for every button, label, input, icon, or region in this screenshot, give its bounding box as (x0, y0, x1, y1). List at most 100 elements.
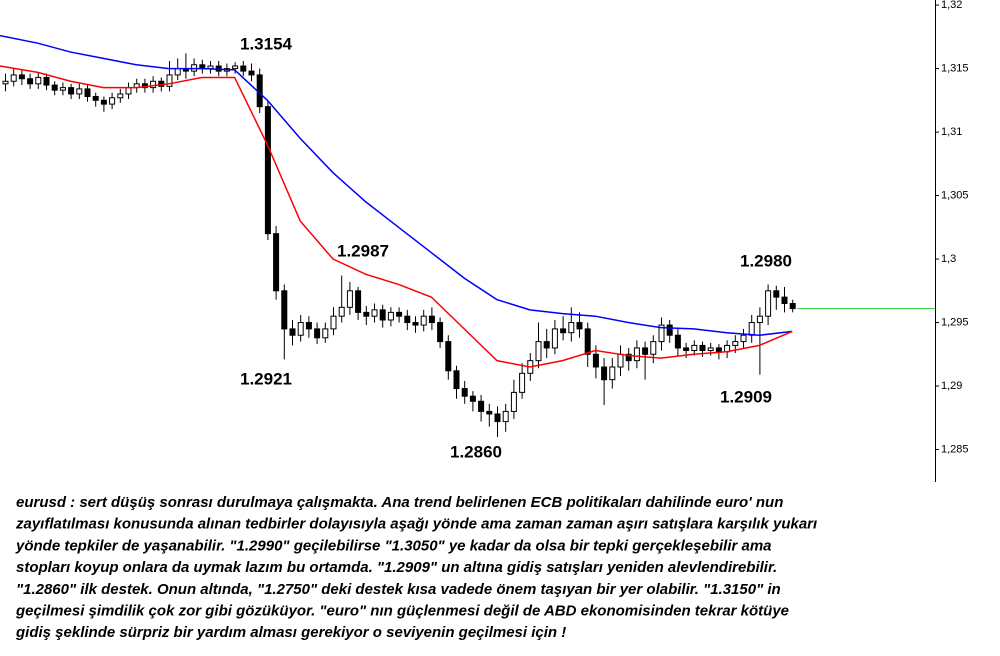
candle-body (404, 315, 411, 324)
candle-body (740, 334, 747, 343)
candle-body (789, 302, 796, 310)
candle-body (674, 334, 681, 349)
y-tick-label: 1,3 (941, 253, 956, 265)
candle-body (781, 296, 788, 304)
candle-body (748, 322, 755, 336)
candle-body (76, 88, 83, 95)
y-tick-label: 1,315 (941, 62, 969, 74)
commentary-line: yönde tepkiler de yaşanabilir. "1.2990" … (15, 537, 772, 554)
candle-body (289, 328, 296, 336)
commentary-line: "1.2860" ilk destek. Onun altında, "1.27… (16, 581, 781, 598)
candle-body (240, 65, 247, 72)
candle-body (715, 347, 722, 353)
candle-body (428, 315, 435, 324)
candle-body (322, 328, 329, 339)
annotation: 1.2987 (337, 241, 389, 260)
annotation: 1.2860 (450, 442, 502, 461)
candle-body (773, 290, 780, 298)
annotation: 1.2980 (740, 251, 792, 270)
candle-body (125, 87, 132, 95)
y-tick-label: 1,285 (941, 443, 969, 455)
candle-body (625, 353, 632, 362)
candle-body (166, 74, 173, 87)
candle-body (707, 347, 714, 351)
commentary-line: stopları koyup onlara da uymak lazım bu … (16, 559, 777, 576)
candle-body (43, 76, 50, 86)
candle-body (264, 106, 271, 235)
candle-body (117, 93, 124, 99)
candle-body (412, 322, 419, 326)
commentary-line: eurusd : sert düşüş sonrası durulmaya ça… (16, 494, 783, 511)
candle-body (609, 366, 616, 381)
candle-body (273, 233, 280, 292)
candle-body (592, 353, 599, 368)
candle-body (633, 347, 640, 362)
candle-body (346, 290, 353, 308)
candle-body (396, 311, 403, 317)
candle-body (691, 344, 698, 351)
candle-body (568, 322, 575, 334)
y-tick-label: 1,32 (941, 0, 962, 11)
candle-body (379, 309, 386, 321)
candle-body (683, 347, 690, 351)
candle-body (232, 65, 239, 70)
candle-body (494, 413, 501, 423)
annotation: 1.2921 (240, 369, 292, 388)
candle-body (756, 315, 763, 324)
candle-body (519, 372, 526, 393)
candle-body (68, 87, 75, 95)
candle-body (469, 395, 476, 402)
candle-body (305, 322, 312, 330)
candle-body (297, 322, 304, 336)
candle-body (584, 328, 591, 355)
candle-body (355, 290, 362, 313)
candle-body (486, 410, 493, 415)
candle-body (387, 311, 394, 321)
candle-body (445, 341, 452, 372)
moving-average (0, 65, 793, 368)
candle-body (420, 315, 427, 326)
candle-body (510, 391, 517, 412)
candle-body (666, 324, 673, 336)
candle-body (92, 96, 99, 101)
candle-body (330, 315, 337, 330)
candle-body (699, 344, 706, 351)
candle-body (338, 306, 345, 317)
candle-body (314, 328, 321, 339)
candle-body (281, 290, 288, 330)
moving-average (0, 34, 793, 336)
candle-body (617, 353, 624, 368)
candle-body (248, 70, 255, 76)
candle-body (35, 76, 42, 85)
candle-body (642, 347, 649, 355)
y-tick-label: 1,29 (941, 380, 962, 392)
candle-body (2, 80, 9, 85)
candle-body (560, 328, 567, 334)
candle-body (18, 74, 25, 80)
candle-body (363, 311, 370, 317)
candle-body (576, 322, 583, 330)
candle-body (27, 78, 34, 85)
candle-body (658, 324, 665, 343)
candle-body (461, 388, 468, 397)
candle-body (601, 366, 608, 381)
annotation: 1.3154 (240, 34, 293, 53)
candle-body (84, 88, 91, 98)
candle-body (100, 99, 107, 105)
candle-body (765, 290, 772, 317)
candle-body (51, 84, 58, 91)
candle-body (732, 341, 739, 346)
y-tick-label: 1,295 (941, 316, 969, 328)
annotation: 1.2909 (720, 387, 772, 406)
candle-body (502, 410, 509, 423)
candle-body (535, 341, 542, 362)
y-tick-label: 1,305 (941, 189, 969, 201)
candle-body (10, 74, 17, 82)
commentary-line: geçilmesi şimdilik çok zor gibi gözüküyo… (15, 602, 789, 619)
candle-body (543, 341, 550, 349)
candle-body (650, 341, 657, 355)
candle-body (371, 309, 378, 317)
candle-body (453, 370, 460, 390)
candle-body (109, 97, 116, 105)
